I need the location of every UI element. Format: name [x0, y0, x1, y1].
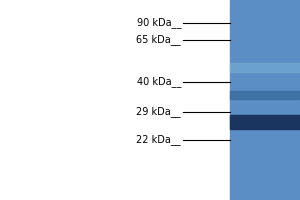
Bar: [230, 115, 300, 129]
Bar: [230, 91, 300, 99]
Text: 90 kDa__: 90 kDa__: [136, 18, 181, 28]
Text: 29 kDa__: 29 kDa__: [136, 107, 181, 117]
Text: 65 kDa__: 65 kDa__: [136, 35, 181, 45]
Text: 22 kDa__: 22 kDa__: [136, 135, 181, 145]
Text: 40 kDa__: 40 kDa__: [136, 77, 181, 87]
Bar: [230, 63, 300, 72]
Bar: [230, 0, 300, 200]
